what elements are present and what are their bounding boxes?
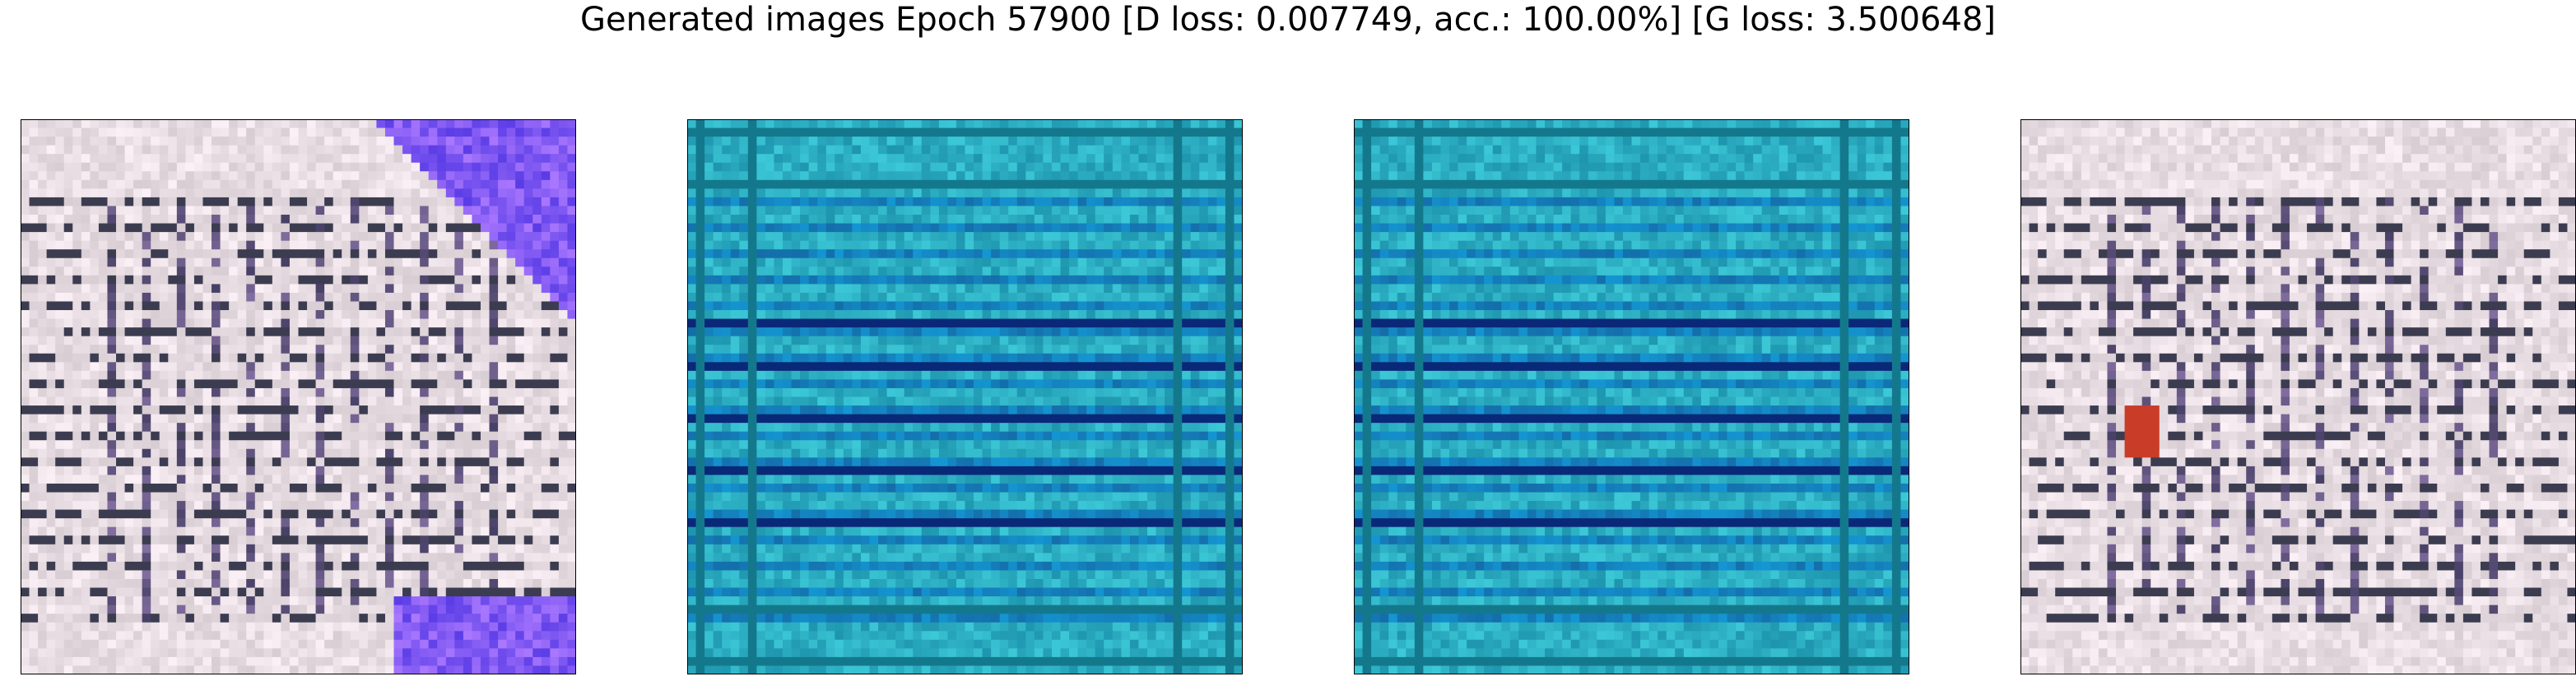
image-pixels [21,119,576,674]
image-pixels [687,119,1243,674]
image-panel-1 [21,119,576,674]
image-pixels [2020,119,2576,674]
image-plot [21,119,576,674]
axes-frame [1354,119,1909,674]
image-panel-4 [2020,119,2576,674]
image-panel-3 [1354,119,1909,674]
image-plot [687,119,1243,674]
axes-frame [687,119,1243,674]
axes-frame [21,119,576,674]
image-plot [1354,119,1909,674]
image-panel-2 [687,119,1243,674]
image-pixels [1354,119,1909,674]
figure-title: Generated images Epoch 57900 [D loss: 0.… [579,1,1997,39]
image-plot [2020,119,2576,674]
